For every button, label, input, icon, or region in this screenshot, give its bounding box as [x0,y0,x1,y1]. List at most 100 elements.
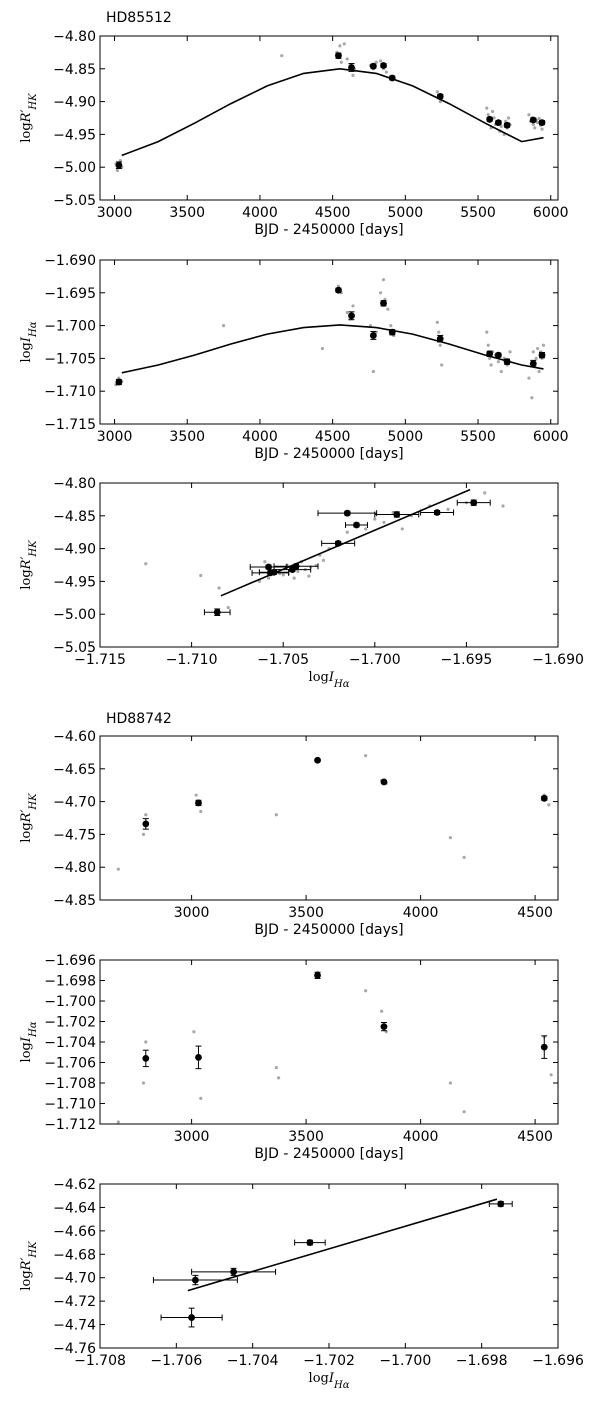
binned-point [436,92,444,100]
raw-point [488,356,492,360]
plot-frame [99,35,559,201]
x-tick-label: −1.696 [532,1353,584,1369]
raw-point [263,560,267,564]
y-tick-label: −4.80 [53,860,96,876]
binned-point [265,563,272,571]
y-tick-label: −1.690 [44,253,96,269]
raw-point [339,60,343,64]
y-tick-label: −1.700 [44,319,96,335]
x-tick-label: 3000 [174,1129,210,1145]
binned-point [529,360,537,368]
x-tick-label: −1.702 [303,1353,355,1369]
y-tick-label: −1.705 [44,351,96,367]
star-label-hd88742: HD88742 [106,711,172,727]
raw-point [320,346,325,351]
x-tick-label: −1.710 [166,652,218,668]
x-tick-label: −1.708 [74,1353,126,1369]
binned-point [433,509,441,516]
y-tick-label: −1.700 [44,994,96,1010]
y-tick-label: −4.85 [53,893,96,909]
raw-point [266,576,271,580]
y-tick-label: −4.72 [53,1294,96,1310]
y-tick-label: −4.85 [53,62,96,78]
binned-point [538,119,546,126]
raw-point [338,44,342,48]
raw-point [144,1040,148,1044]
binned-point [470,499,478,507]
x-axis-label: BJD - 2450000 [days] [254,922,403,938]
binned-point [335,286,342,294]
raw-point [446,507,450,511]
raw-point [116,1120,120,1124]
raw-point [508,350,512,354]
raw-point [400,527,404,531]
x-tick-label: −1.715 [74,652,126,668]
y-tick-label: −4.80 [53,476,96,492]
y-axis-label: logR′HK [19,1241,39,1291]
raw-point [274,1066,278,1070]
plot-frame [99,959,559,1125]
y-axis-label: logIHα [19,321,39,362]
x-axis-label: BJD - 2450000 [days] [254,446,403,462]
raw-point [379,291,383,295]
raw-point [141,1081,146,1085]
raw-point [485,106,489,110]
binned-point [494,119,502,126]
raw-point [226,606,230,610]
fit-line [121,324,544,374]
x-tick-label: −1.705 [257,652,309,668]
binned-point [195,799,202,807]
y-tick-label: −5.05 [53,193,96,209]
binned-point [343,509,351,517]
raw-point [499,124,503,129]
panel-1-rhk-vs-time: 3000 3500 4000 4500 5000 5500 6000 −5.05 −5.00 −4… [19,29,569,238]
y-tick-label: −4.70 [53,1271,96,1287]
binned-point [142,1055,150,1062]
fit-line [187,1198,498,1292]
binned-point [115,161,123,169]
raw-point [192,1030,196,1034]
binned-point [348,64,355,71]
raw-point [483,491,487,495]
binned-point [192,1276,199,1284]
binned-point [388,328,396,336]
raw-point [492,116,496,120]
raw-point [199,573,203,578]
raw-point [199,809,203,814]
panel-5-halpha-vs-time: 3000 3500 4000 4500 −1.712 −1.710 −1.708 −1.706… [19,953,559,1162]
raw-point [345,310,349,315]
raw-point [462,1110,466,1114]
raw-point [118,159,122,163]
raw-point [384,70,389,74]
raw-point [541,343,546,347]
raw-point [364,527,368,531]
binned-point [503,358,511,366]
y-axis-label: logIHα [19,1021,39,1062]
x-tick-label: 4000 [242,205,278,221]
binned-point [188,1314,196,1321]
x-tick-label: 6000 [533,429,569,445]
raw-point [490,109,495,114]
raw-point [489,363,493,367]
binned-point [369,332,377,339]
x-tick-label: 4500 [517,1129,553,1145]
x-tick-label: 3000 [174,905,210,921]
x-tick-label: 4000 [403,905,439,921]
binned-point [266,569,274,577]
binned-point [369,62,377,70]
binned-point [494,351,502,359]
binned-point [348,312,355,320]
x-axis-label: logIHα [309,670,350,690]
raw-point [499,369,503,374]
raw-point [296,569,300,574]
binned-point [436,335,444,343]
y-tick-label: −5.00 [53,607,96,623]
y-tick-label: −1.695 [44,286,96,302]
y-tick-label: −4.74 [53,1318,96,1334]
x-tick-label: −1.706 [150,1353,202,1369]
raw-point [536,346,540,351]
binned-point [486,115,494,123]
raw-point [381,278,386,282]
raw-point [281,573,285,577]
binned-point [393,511,401,518]
